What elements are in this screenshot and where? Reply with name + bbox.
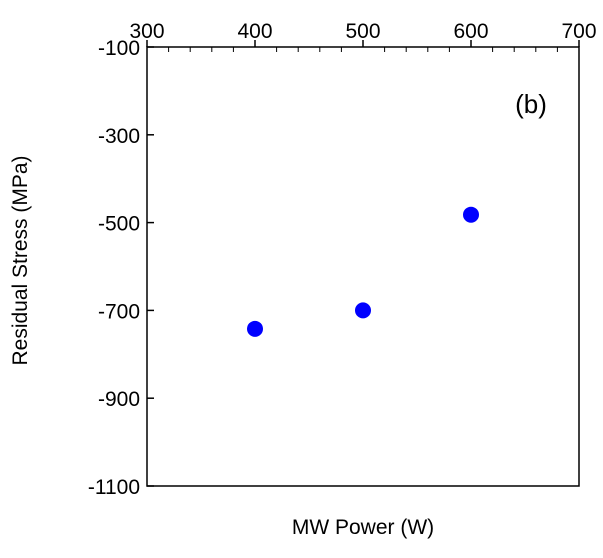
x-tick-label: 300	[129, 20, 164, 43]
x-tick-label: 400	[237, 20, 272, 43]
x-axis-ticks	[146, 40, 580, 52]
data-point	[355, 302, 371, 319]
panel-label: (b)	[515, 89, 547, 119]
y-tick-label: -1100	[88, 476, 140, 499]
x-axis-tick-labels: 300 400 500 600 700	[129, 20, 596, 43]
y-axis-ticks	[147, 46, 154, 487]
y-axis-tick-labels: -100 -300 -500 -700 -900 -1100	[88, 37, 140, 499]
data-points	[247, 206, 479, 337]
x-axis-title: MW Power (W)	[292, 516, 434, 539]
data-point	[463, 206, 479, 223]
y-tick-label: -500	[98, 213, 140, 236]
x-tick-label: 600	[453, 20, 488, 43]
y-tick-label: -900	[98, 388, 140, 411]
data-point	[247, 320, 263, 337]
x-tick-label: 500	[345, 20, 380, 43]
y-tick-label: -300	[98, 125, 140, 148]
y-tick-label: -100	[98, 37, 140, 60]
y-axis-title: Residual Stress (MPa)	[9, 155, 32, 365]
y-tick-label: -700	[98, 300, 140, 323]
x-tick-label: 700	[561, 20, 596, 43]
